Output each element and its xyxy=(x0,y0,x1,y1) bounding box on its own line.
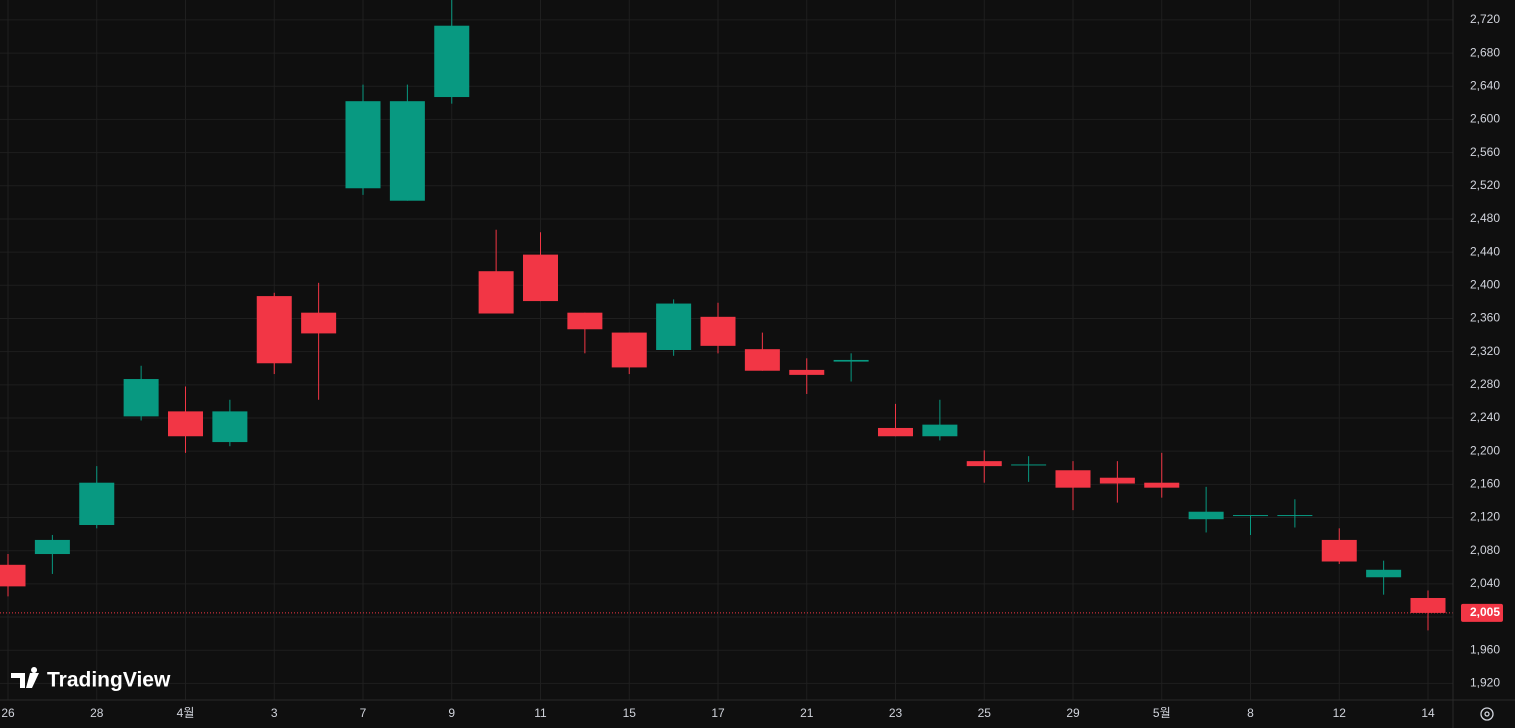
candle-body xyxy=(523,254,558,302)
candles xyxy=(0,0,1453,631)
candle-body xyxy=(389,101,425,201)
y-tick-label: 2,200 xyxy=(1470,443,1500,457)
x-tick-label: 29 xyxy=(1066,706,1080,720)
y-tick-label: 2,400 xyxy=(1470,277,1500,291)
y-tick-label: 2,160 xyxy=(1470,477,1500,491)
candle-body xyxy=(212,411,248,443)
candle-body xyxy=(1099,477,1135,484)
x-tick-label: 12 xyxy=(1333,706,1347,720)
y-tick-label: 2,680 xyxy=(1470,45,1500,59)
candle-body xyxy=(833,359,869,362)
x-tick-label: 15 xyxy=(623,706,637,720)
settings-icon[interactable] xyxy=(1480,707,1494,721)
x-tick-label: 23 xyxy=(889,706,903,720)
last-price-label: 2,005 xyxy=(1470,605,1500,619)
x-tick-label: 3 xyxy=(271,706,278,720)
candle-body xyxy=(34,539,70,555)
y-tick-label: 2,080 xyxy=(1470,543,1500,557)
candle-body xyxy=(1321,539,1357,562)
y-tick-label: 2,560 xyxy=(1470,145,1500,159)
logo-icon xyxy=(11,667,39,688)
logo: TradingView xyxy=(11,667,171,692)
y-tick-label: 2,720 xyxy=(1470,12,1500,26)
x-tick-label: 11 xyxy=(534,706,547,720)
x-tick-label: 14 xyxy=(1421,706,1435,720)
candle-body xyxy=(256,296,292,364)
candle-body xyxy=(878,427,913,437)
x-tick-label: 8 xyxy=(1247,706,1254,720)
candle-body xyxy=(434,25,470,98)
x-tick-label: 5월 xyxy=(1153,706,1171,720)
x-tick-label: 21 xyxy=(800,706,814,720)
settings-ring[interactable] xyxy=(1480,707,1494,721)
y-tick-label: 2,320 xyxy=(1470,344,1500,358)
x-tick-label: 9 xyxy=(448,706,455,720)
candle-body xyxy=(1144,482,1180,488)
y-tick-label: 1,920 xyxy=(1470,676,1500,690)
candle-body xyxy=(1366,569,1402,578)
candle-body xyxy=(345,101,381,189)
candle-body xyxy=(789,369,825,375)
axes: 1,9201,9602,0002,0402,0802,1202,1602,200… xyxy=(1,12,1503,720)
x-tick-label: 26 xyxy=(1,706,15,720)
y-tick-label: 2,480 xyxy=(1470,211,1500,225)
candle-body xyxy=(700,316,736,346)
x-tick-label: 17 xyxy=(711,706,725,720)
y-tick-label: 2,040 xyxy=(1470,576,1500,590)
y-tick-label: 2,240 xyxy=(1470,410,1500,424)
candle-body xyxy=(1277,515,1313,517)
x-tick-label: 4월 xyxy=(177,706,195,720)
candle-body xyxy=(922,424,958,437)
brand-name: TradingView xyxy=(47,669,171,692)
y-tick-label: 2,440 xyxy=(1470,244,1500,258)
candle-body xyxy=(1410,597,1446,613)
x-tick-label: 25 xyxy=(978,706,992,720)
candle-body xyxy=(123,379,159,417)
candle-body xyxy=(79,482,115,525)
settings-core[interactable] xyxy=(1484,711,1490,717)
candle-body xyxy=(1188,511,1224,520)
candle-body xyxy=(611,332,647,368)
y-tick-label: 2,640 xyxy=(1470,78,1500,92)
x-tick-label: 7 xyxy=(360,706,367,720)
y-tick-label: 2,600 xyxy=(1470,112,1500,126)
y-tick-label: 2,360 xyxy=(1470,311,1500,325)
y-tick-label: 2,120 xyxy=(1470,510,1500,524)
x-tick-label: 28 xyxy=(90,706,104,720)
candle-body xyxy=(966,461,1002,467)
candle-body xyxy=(168,411,203,437)
candle-body xyxy=(1233,515,1268,517)
y-tick-label: 2,520 xyxy=(1470,178,1500,192)
candle-body xyxy=(1055,470,1091,488)
candle-body xyxy=(478,271,514,314)
candle-body xyxy=(567,312,603,330)
candle-body xyxy=(301,312,337,334)
candle-body xyxy=(744,349,780,371)
candle-body xyxy=(0,564,26,587)
last-price-box xyxy=(1461,603,1503,622)
candle-body xyxy=(656,303,692,350)
y-tick-label: 2,280 xyxy=(1470,377,1500,391)
y-tick-label: 1,960 xyxy=(1470,642,1500,656)
candle-body xyxy=(1011,464,1047,466)
